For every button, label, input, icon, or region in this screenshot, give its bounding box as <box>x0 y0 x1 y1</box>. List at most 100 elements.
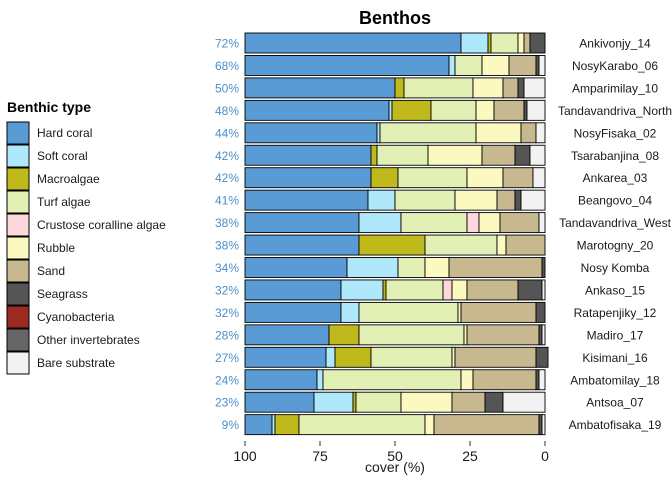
bar-segment <box>496 234 507 256</box>
bar-segment <box>424 257 450 278</box>
legend-swatch <box>6 121 30 145</box>
bar-segment <box>466 212 480 234</box>
bar-segment <box>520 189 546 211</box>
bar-segment <box>313 391 354 413</box>
bar-segment <box>340 301 360 323</box>
legend-label: Hard coral <box>37 126 92 140</box>
legend-label: Soft coral <box>37 149 88 163</box>
bar-segment <box>529 144 546 166</box>
legend-swatch <box>6 144 30 168</box>
bar-segment <box>466 167 504 189</box>
bar-segment <box>538 324 543 346</box>
x-tick-label: 0 <box>541 448 549 464</box>
bar-segment <box>244 414 273 436</box>
bar-segment <box>274 414 300 436</box>
bar-segment <box>466 324 540 346</box>
bar-segment <box>460 369 474 391</box>
bar-segment <box>535 55 540 76</box>
bar-segment <box>358 234 426 256</box>
bar-segment <box>346 257 399 278</box>
bar-segment <box>244 55 450 76</box>
x-tick-label: 50 <box>387 448 403 464</box>
bar-segment <box>328 324 360 346</box>
bar-segment <box>424 414 435 436</box>
bar-segment <box>538 212 546 234</box>
legend-swatch <box>6 328 30 352</box>
bar-segment <box>376 122 381 144</box>
bar-segment <box>526 99 546 121</box>
bar-segment <box>523 99 528 121</box>
legend-label: Sand <box>37 264 65 278</box>
bar-segment <box>502 391 546 413</box>
bar-segment <box>529 32 546 54</box>
legend-label: Cyanobacteria <box>37 310 115 324</box>
site-label: Kisimani_16 <box>582 351 648 365</box>
bar-segment <box>370 346 453 368</box>
site-label: Ankivonjy_14 <box>579 37 651 51</box>
bar-segment <box>244 301 342 323</box>
bar-segment <box>379 122 477 144</box>
hard-coral-percent: 41% <box>215 194 239 208</box>
bar-segment <box>244 346 327 368</box>
bar-segment <box>499 212 540 234</box>
bar-segment <box>475 99 495 121</box>
legend-swatch <box>6 190 30 214</box>
bar-segment <box>244 99 390 121</box>
legend-label: Turf algae <box>37 195 91 209</box>
bar-segment <box>382 279 387 301</box>
bar-segment <box>490 32 519 54</box>
bar-segment <box>451 391 486 413</box>
legend: Benthic type Hard coral Soft coral Macroal… <box>6 99 166 375</box>
bar-segment <box>433 414 540 436</box>
bar-segment <box>322 369 462 391</box>
bar-segment <box>460 32 489 54</box>
bar-segment <box>403 77 474 99</box>
legend-swatch <box>6 236 30 260</box>
hard-coral-percent: 42% <box>215 171 239 185</box>
bar-segment <box>448 55 456 76</box>
hard-coral-percent: 9% <box>222 418 240 432</box>
legend-title: Benthic type <box>7 99 91 115</box>
bar-segment <box>460 301 537 323</box>
legend-label: Other invertebrates <box>37 333 140 347</box>
bar-segment <box>244 212 360 234</box>
bar-segment <box>325 346 336 368</box>
x-tick-label: 25 <box>462 448 478 464</box>
legend-swatch <box>6 305 30 329</box>
bar-segment <box>535 122 546 144</box>
bar-segment <box>244 77 396 99</box>
bar-segment <box>523 77 546 99</box>
hard-coral-percent-labels: 72% 68% 50% 48% 44% 42% 42% 41% 38% 38% 34% 32% 32% 2… <box>215 37 239 433</box>
bar-segment <box>358 301 459 323</box>
bar-segment <box>514 144 531 166</box>
bar-segment <box>334 346 372 368</box>
bar-segment <box>448 257 543 278</box>
bar-segment <box>466 279 519 301</box>
site-label: Amparimilay_10 <box>572 81 658 95</box>
hard-coral-percent: 68% <box>215 59 239 73</box>
legend-swatch <box>6 259 30 283</box>
hard-coral-percent: 48% <box>215 104 239 118</box>
bar-segment <box>520 122 537 144</box>
legend-label: Macroalgae <box>37 172 100 186</box>
bar-segment <box>472 369 537 391</box>
bar-segment <box>508 55 537 76</box>
bar-segment <box>376 144 429 166</box>
bar-segment <box>523 32 531 54</box>
bar-segment <box>271 414 276 436</box>
legend-swatch <box>6 213 30 237</box>
bar-segment <box>487 32 492 54</box>
legend-swatch <box>6 351 30 375</box>
bar-segment <box>478 212 501 234</box>
bar-segment <box>454 346 537 368</box>
bar-segment <box>451 346 456 368</box>
bar-segment <box>457 301 462 323</box>
site-label: Tandavandriva_West <box>559 216 672 230</box>
bar-segment <box>541 279 546 301</box>
bar-segment <box>472 77 504 99</box>
site-label: Antsoa_07 <box>586 396 644 410</box>
site-label: Madiro_17 <box>587 328 644 342</box>
bar-segment <box>481 55 510 76</box>
legend-label: Rubble <box>37 241 75 255</box>
bar-segment <box>298 414 426 436</box>
